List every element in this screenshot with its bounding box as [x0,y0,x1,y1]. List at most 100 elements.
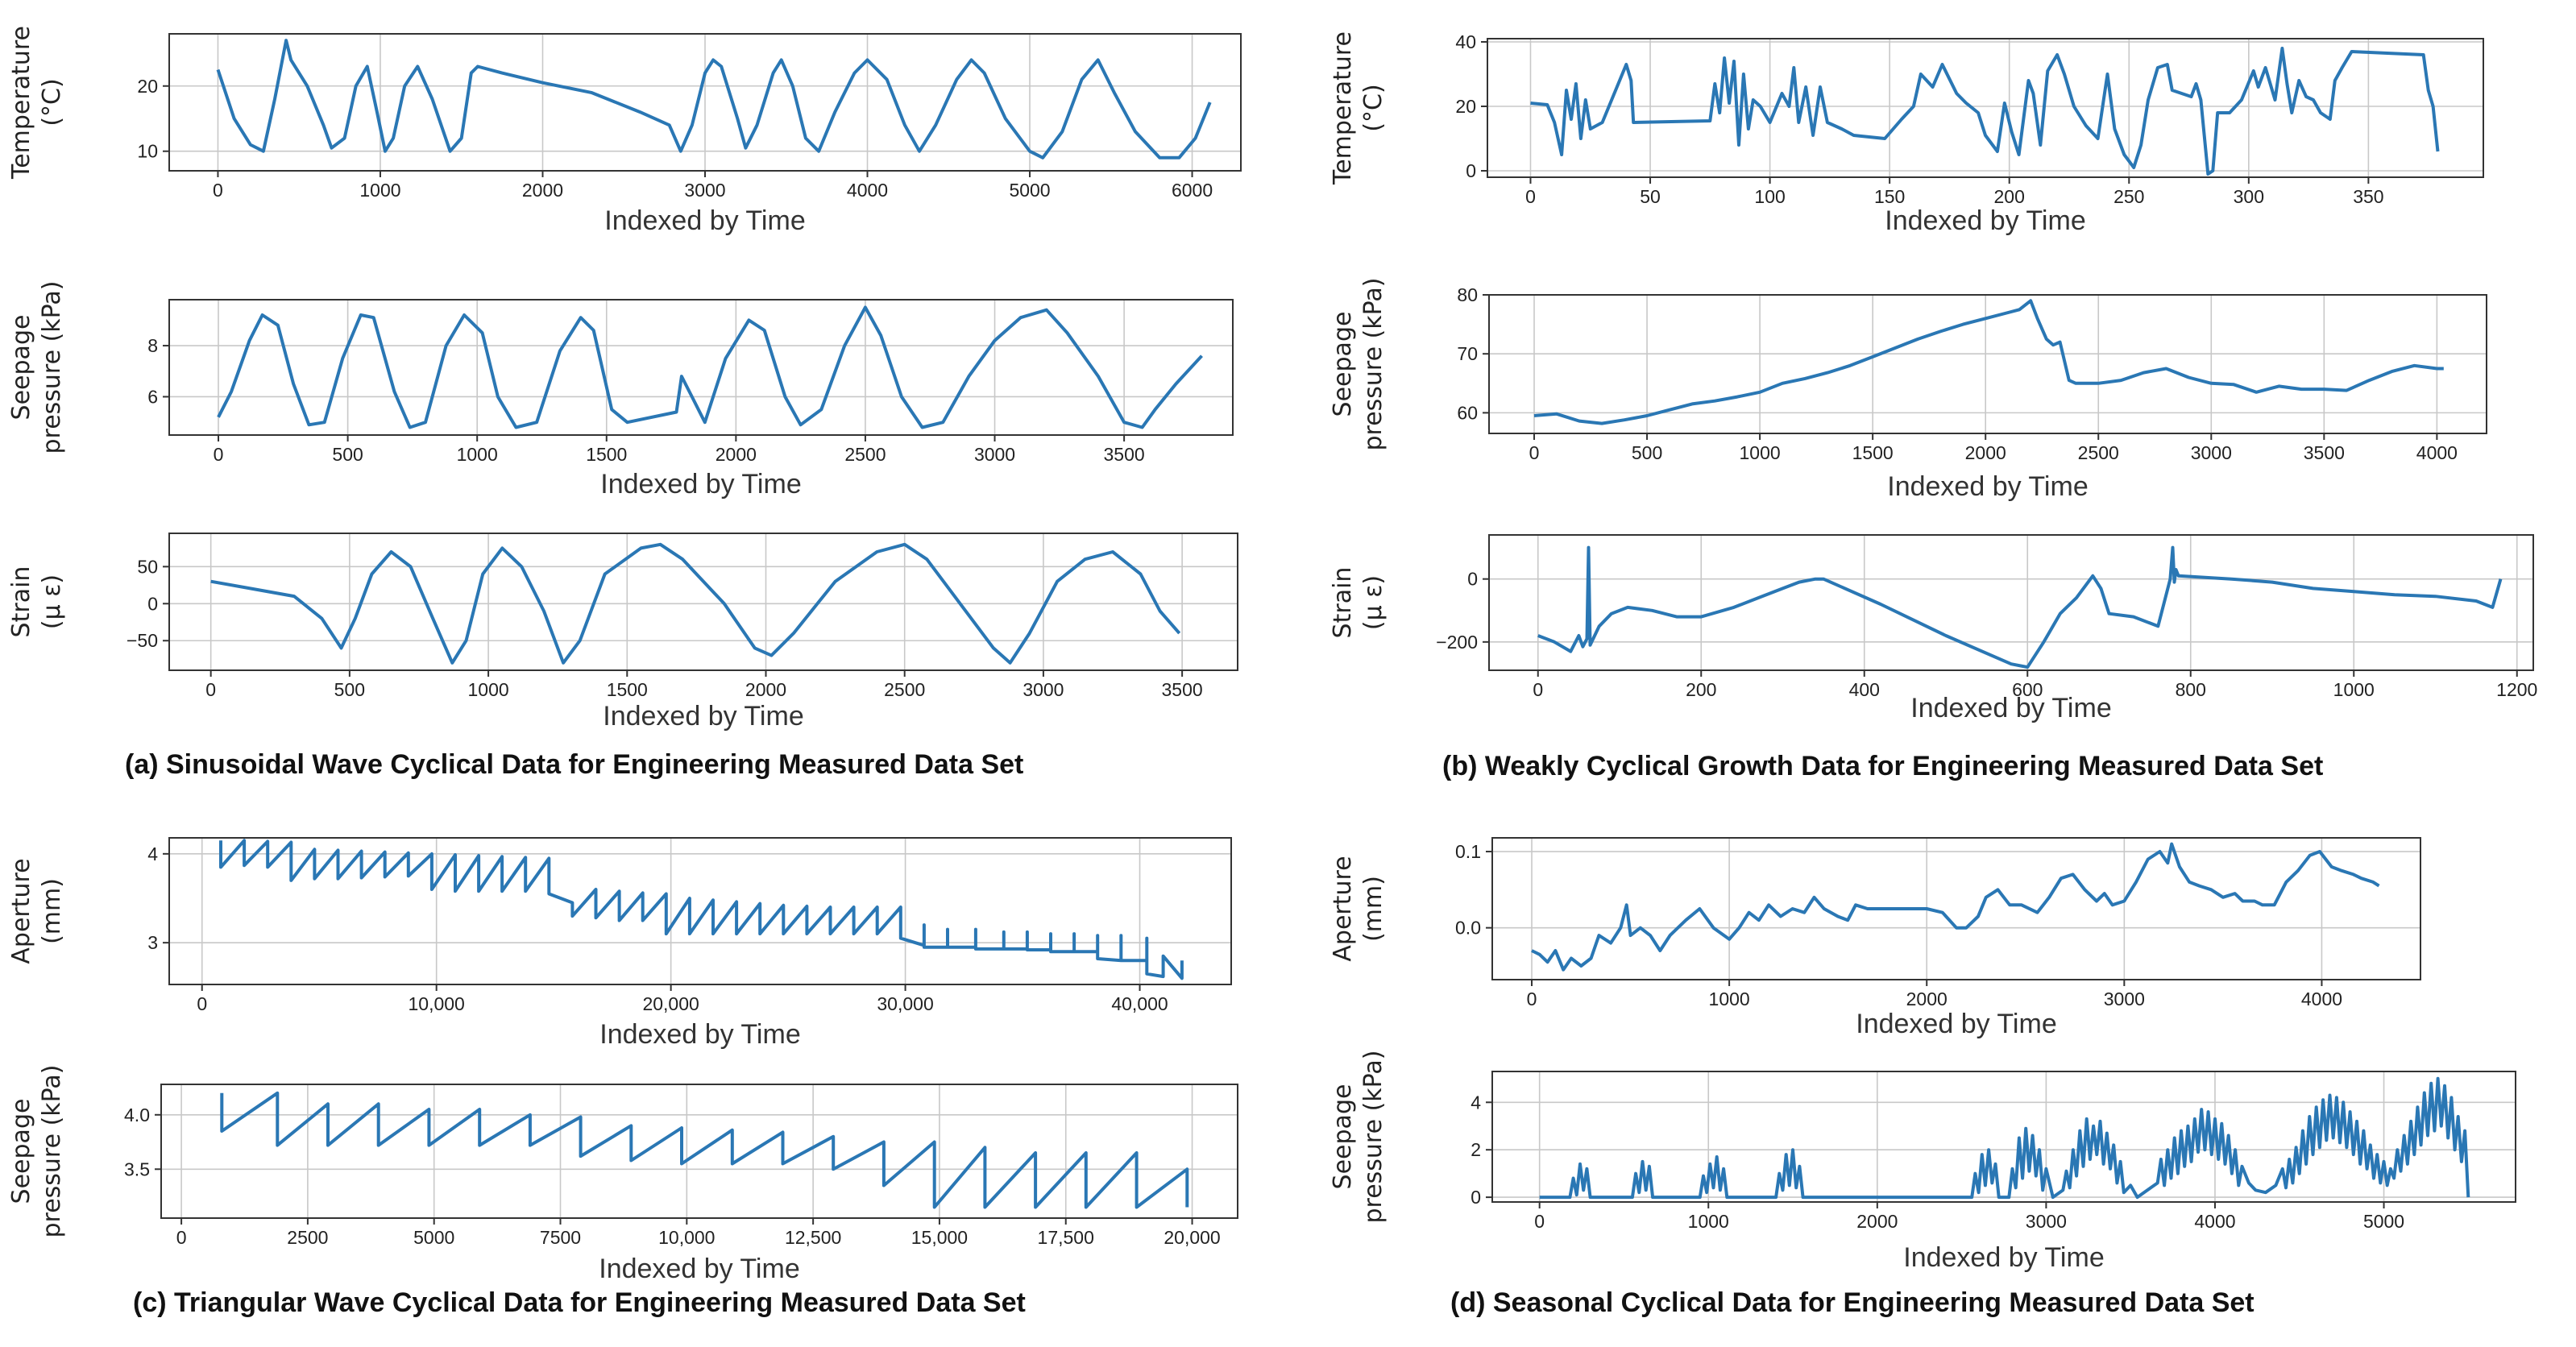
x-tick-label: 350 [2353,186,2383,207]
y-axis-label-line: Strain [7,566,35,638]
x-axis-label: Indexed by Time [1903,1242,2104,1273]
y-axis-label-line: (μ ε) [38,574,66,629]
x-axis-label: Indexed by Time [1885,205,2085,236]
caption-c: (c) Triangular Wave Cyclical Data for En… [133,1287,1026,1318]
x-tick-label: 0 [1525,186,1536,207]
y-tick-label: 40 [1455,31,1476,52]
x-axis-label: Indexed by Time [600,469,801,499]
y-axis-label: Strain (μ ε) [1329,567,1388,639]
x-axis-label: Indexed by Time [603,701,803,732]
x-tick-label: 5000 [2363,1211,2404,1232]
y-tick-label: 80 [1457,284,1478,305]
chart-d2-seepage-pressure: 0 1000 2000 3000 4000 5000 0 2 4 Indexed by Time S… [1329,1050,2516,1273]
plot-frame [1488,294,2487,434]
y-axis-label: Temperature (°C) [7,26,66,180]
x-tick-label: 2000 [522,180,563,201]
y-axis-label: Seepage pressure (kPa) [1329,277,1388,450]
y-axis-label-line: Aperture [1329,856,1357,961]
x-tick-label: 7500 [540,1227,581,1248]
chart-b1-temperature: 0 50 100 150 200 250 300 350 0 20 40 Indexed by Tim… [1329,31,2484,236]
y-axis-label-line: (°C) [38,78,66,126]
x-tick-label: 2500 [884,679,925,700]
y-axis-label: Seepage pressure (kPa) [7,1064,66,1237]
plot-frame [1487,38,2484,178]
x-tick-label: 400 [1849,679,1880,700]
x-axis-label: Indexed by Time [1856,1009,2056,1039]
series-line [217,305,1203,429]
chart-a3-strain: 0 500 1000 1500 2000 2500 3000 3500 −50 0 50 Indexe… [7,533,1238,732]
y-tick-label: 4 [147,843,158,864]
x-tick-label: 1000 [1688,1211,1729,1232]
chart-c1-aperture: 0 10,000 20,000 30,000 40,000 3 4 Indexed by Ti… [7,837,1232,1050]
y-tick-label: 50 [137,556,158,577]
x-tick-label: 20,000 [1164,1227,1220,1248]
x-tick-label: 3000 [2104,988,2145,1009]
plot-area [1491,837,2421,980]
x-tick-label: 1200 [2496,679,2537,700]
caption-d: (d) Seasonal Cyclical Data for Engineeri… [1450,1287,2255,1318]
panel-c: 0 10,000 20,000 30,000 40,000 3 4 Indexed by Ti… [7,837,1238,1318]
y-axis-label-line: (mm) [1359,876,1388,942]
x-tick-label: 3500 [1162,679,1203,700]
chart-a2-seepage-pressure: 0 500 1000 1500 2000 2500 3000 3500 6 8 Indexed by… [7,280,1234,499]
x-tick-label: 1000 [359,180,400,201]
x-tick-label: 500 [332,444,363,465]
y-tick-label: 3 [147,932,158,953]
y-tick-label: 0 [147,593,158,614]
y-tick-label: 0 [1466,160,1476,181]
series-line [1533,299,2444,425]
panel-d: 0 1000 2000 3000 4000 0.0 0.1 Indexed by Time Ap… [1329,837,2516,1318]
y-tick-label: 4 [1471,1092,1481,1113]
y-tick-label: −200 [1436,632,1478,653]
y-tick-label: 0 [1471,1187,1481,1208]
y-tick-label: 4.0 [124,1105,150,1125]
x-tick-label: 800 [2176,679,2206,700]
x-tick-label: 1000 [1709,988,1750,1009]
y-tick-label: −50 [127,630,158,651]
series-line [216,39,1212,160]
y-axis-label-line: Strain [1329,567,1357,639]
y-tick-label: 0.1 [1455,841,1481,862]
x-tick-label: 2500 [287,1227,328,1248]
y-tick-label: 10 [137,141,158,162]
x-tick-label: 200 [1686,679,1716,700]
y-axis-label: Seepage pressure (kPa) [1329,1050,1388,1223]
y-tick-label: 0 [1467,569,1478,590]
x-tick-label: 30,000 [877,993,933,1014]
y-axis-label-line: Seepage [7,315,35,421]
y-axis-label-line: pressure (kPa) [1359,1050,1388,1223]
x-tick-label: 0 [205,679,216,700]
y-tick-label: 70 [1457,343,1478,364]
x-axis-label: Indexed by Time [599,1019,800,1050]
series-line [1537,545,2503,669]
y-tick-label: 0.0 [1455,918,1481,939]
y-axis-label-line: (°C) [1359,84,1388,131]
y-axis-label-line: pressure (kPa) [38,280,66,454]
plot-frame [168,299,1234,436]
x-tick-label: 10,000 [409,993,465,1014]
y-axis-label-line: Seepage [7,1099,35,1204]
x-tick-label: 2000 [716,444,757,465]
x-tick-label: 50 [1640,186,1661,207]
series-line [1531,842,2380,972]
y-axis-label-line: Temperature [1329,31,1357,185]
plot-area [1487,38,2484,178]
y-axis-label-line: pressure (kPa) [1359,277,1388,450]
x-tick-label: 2000 [1965,442,2006,463]
x-tick-label: 17,500 [1038,1227,1094,1248]
x-tick-label: 0 [1533,679,1543,700]
x-tick-label: 0 [214,444,224,465]
y-axis-label: Aperture (mm) [7,858,66,964]
x-tick-label: 4000 [847,180,888,201]
x-tick-label: 0 [176,1227,187,1248]
y-tick-label: 2 [1471,1139,1481,1160]
caption-a: (a) Sinusoidal Wave Cyclical Data for En… [125,749,1023,780]
series-line [220,1091,1189,1209]
plot-frame [1488,534,2534,671]
x-axis-label: Indexed by Time [599,1254,799,1284]
x-tick-label: 6000 [1172,180,1213,201]
y-tick-label: 20 [1455,96,1476,117]
x-tick-label: 3500 [1104,444,1145,465]
x-tick-label: 2000 [1906,988,1948,1009]
